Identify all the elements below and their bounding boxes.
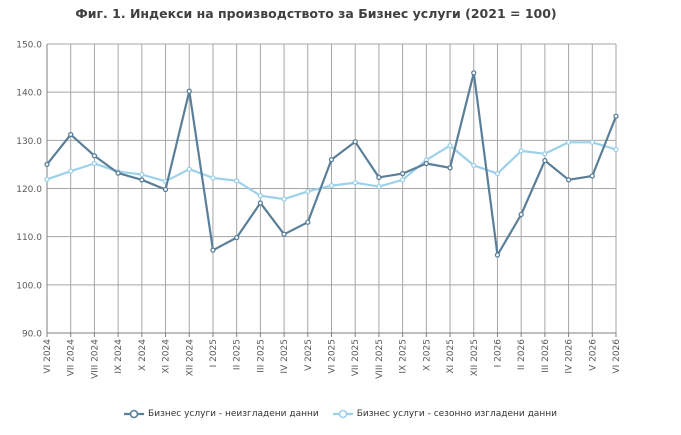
y-tick-label: 100.0	[16, 281, 42, 291]
chart-title: Фиг. 1. Индекси на производството за Биз…	[75, 6, 557, 21]
x-tick-label: XII 2024	[185, 339, 195, 377]
x-tick-label: X 2025	[422, 339, 432, 371]
data-point	[589, 173, 595, 179]
data-point	[542, 157, 548, 164]
legend-label: Бизнес услуги - неизгладени данни	[148, 409, 319, 419]
data-point	[423, 160, 429, 167]
x-tick-label: VIII 2024	[90, 339, 100, 379]
data-point	[565, 177, 572, 183]
data-point	[44, 161, 50, 168]
x-tick-label: XI 2025	[446, 339, 456, 374]
data-point	[139, 171, 145, 178]
data-point	[139, 177, 145, 183]
chart-legend: Бизнес услуги - неизгладени данни Бизнес …	[0, 409, 681, 419]
legend-item-2: Бизнес услуги - сезонно изгладени данни	[332, 409, 557, 419]
x-tick-label: V 2025	[304, 339, 314, 371]
x-tick-label: III 2026	[541, 339, 551, 373]
y-tick-label: 140.0	[16, 89, 42, 99]
data-point	[542, 151, 548, 157]
data-point	[305, 188, 311, 195]
data-point	[68, 131, 74, 138]
data-point	[210, 247, 216, 253]
data-point	[471, 162, 477, 169]
x-tick-label: III 2025	[256, 339, 266, 373]
x-tick-label: VI 2024	[43, 339, 53, 374]
data-point	[234, 234, 240, 241]
legend-item-1: Бизнес услуги - неизгладени данни	[124, 409, 319, 419]
data-point	[399, 170, 406, 177]
x-tick-label: XI 2024	[162, 339, 172, 374]
data-point	[376, 183, 382, 190]
data-point	[471, 70, 477, 76]
data-point	[305, 219, 311, 225]
data-point	[281, 196, 287, 202]
x-tick-label: XII 2025	[470, 339, 480, 376]
x-tick-label: IX 2025	[399, 339, 409, 374]
y-tick-label: 110.0	[16, 233, 42, 243]
x-tick-label: IV 2025	[280, 339, 290, 374]
x-tick-label: VI 2026	[612, 339, 622, 374]
data-point	[352, 139, 358, 145]
legend-swatch	[124, 409, 145, 419]
line-chart: 90.0 100.0 110.0 120.0 130.0 140.0 150.0 VI 202…	[16, 41, 622, 379]
data-point	[257, 193, 264, 199]
y-tick-label: 130.0	[16, 137, 42, 147]
data-point	[589, 139, 595, 145]
data-point	[68, 168, 74, 174]
x-tick-label: V 2026	[588, 339, 598, 371]
data-point	[352, 180, 358, 186]
y-tick-label: 150.0	[16, 41, 42, 51]
data-point	[494, 252, 501, 258]
legend-label: Бизнес услуги - сезонно изгладени данни	[356, 409, 557, 419]
x-tick-label: VII 2025	[351, 339, 361, 376]
data-point	[376, 174, 382, 181]
x-tick-label: VI 2025	[328, 339, 338, 374]
data-point	[518, 211, 524, 218]
x-tick-label: II 2026	[517, 339, 527, 370]
data-point	[281, 231, 287, 237]
x-tick-label: IX 2024	[114, 339, 124, 374]
y-tick-label: 90.0	[22, 330, 42, 340]
data-point	[613, 146, 619, 153]
x-tick-label: I 2026	[493, 339, 503, 368]
data-point	[613, 113, 619, 119]
data-point	[186, 88, 192, 94]
x-tick-label: I 2025	[209, 339, 219, 367]
data-point	[44, 176, 50, 182]
legend-swatch	[332, 409, 353, 419]
data-point	[494, 170, 501, 177]
data-point	[234, 178, 240, 184]
x-tick-label: IV 2026	[565, 339, 575, 374]
data-point	[186, 166, 192, 172]
data-point	[328, 182, 335, 189]
data-point	[162, 186, 169, 193]
data-point	[210, 175, 216, 181]
data-point	[447, 142, 453, 149]
y-tick-label: 120.0	[16, 185, 42, 195]
data-point	[447, 165, 453, 171]
x-tick-label: II 2025	[233, 339, 243, 370]
data-point	[328, 156, 335, 163]
data-point	[565, 139, 572, 145]
data-point	[518, 148, 524, 154]
x-tick-label: X 2024	[138, 339, 148, 371]
data-point	[115, 170, 121, 176]
data-point	[91, 153, 98, 159]
data-point	[399, 177, 406, 183]
data-point	[257, 200, 264, 206]
x-tick-label: VIII 2025	[375, 339, 385, 379]
x-tick-label: VII 2024	[67, 339, 77, 377]
data-point	[91, 160, 98, 167]
